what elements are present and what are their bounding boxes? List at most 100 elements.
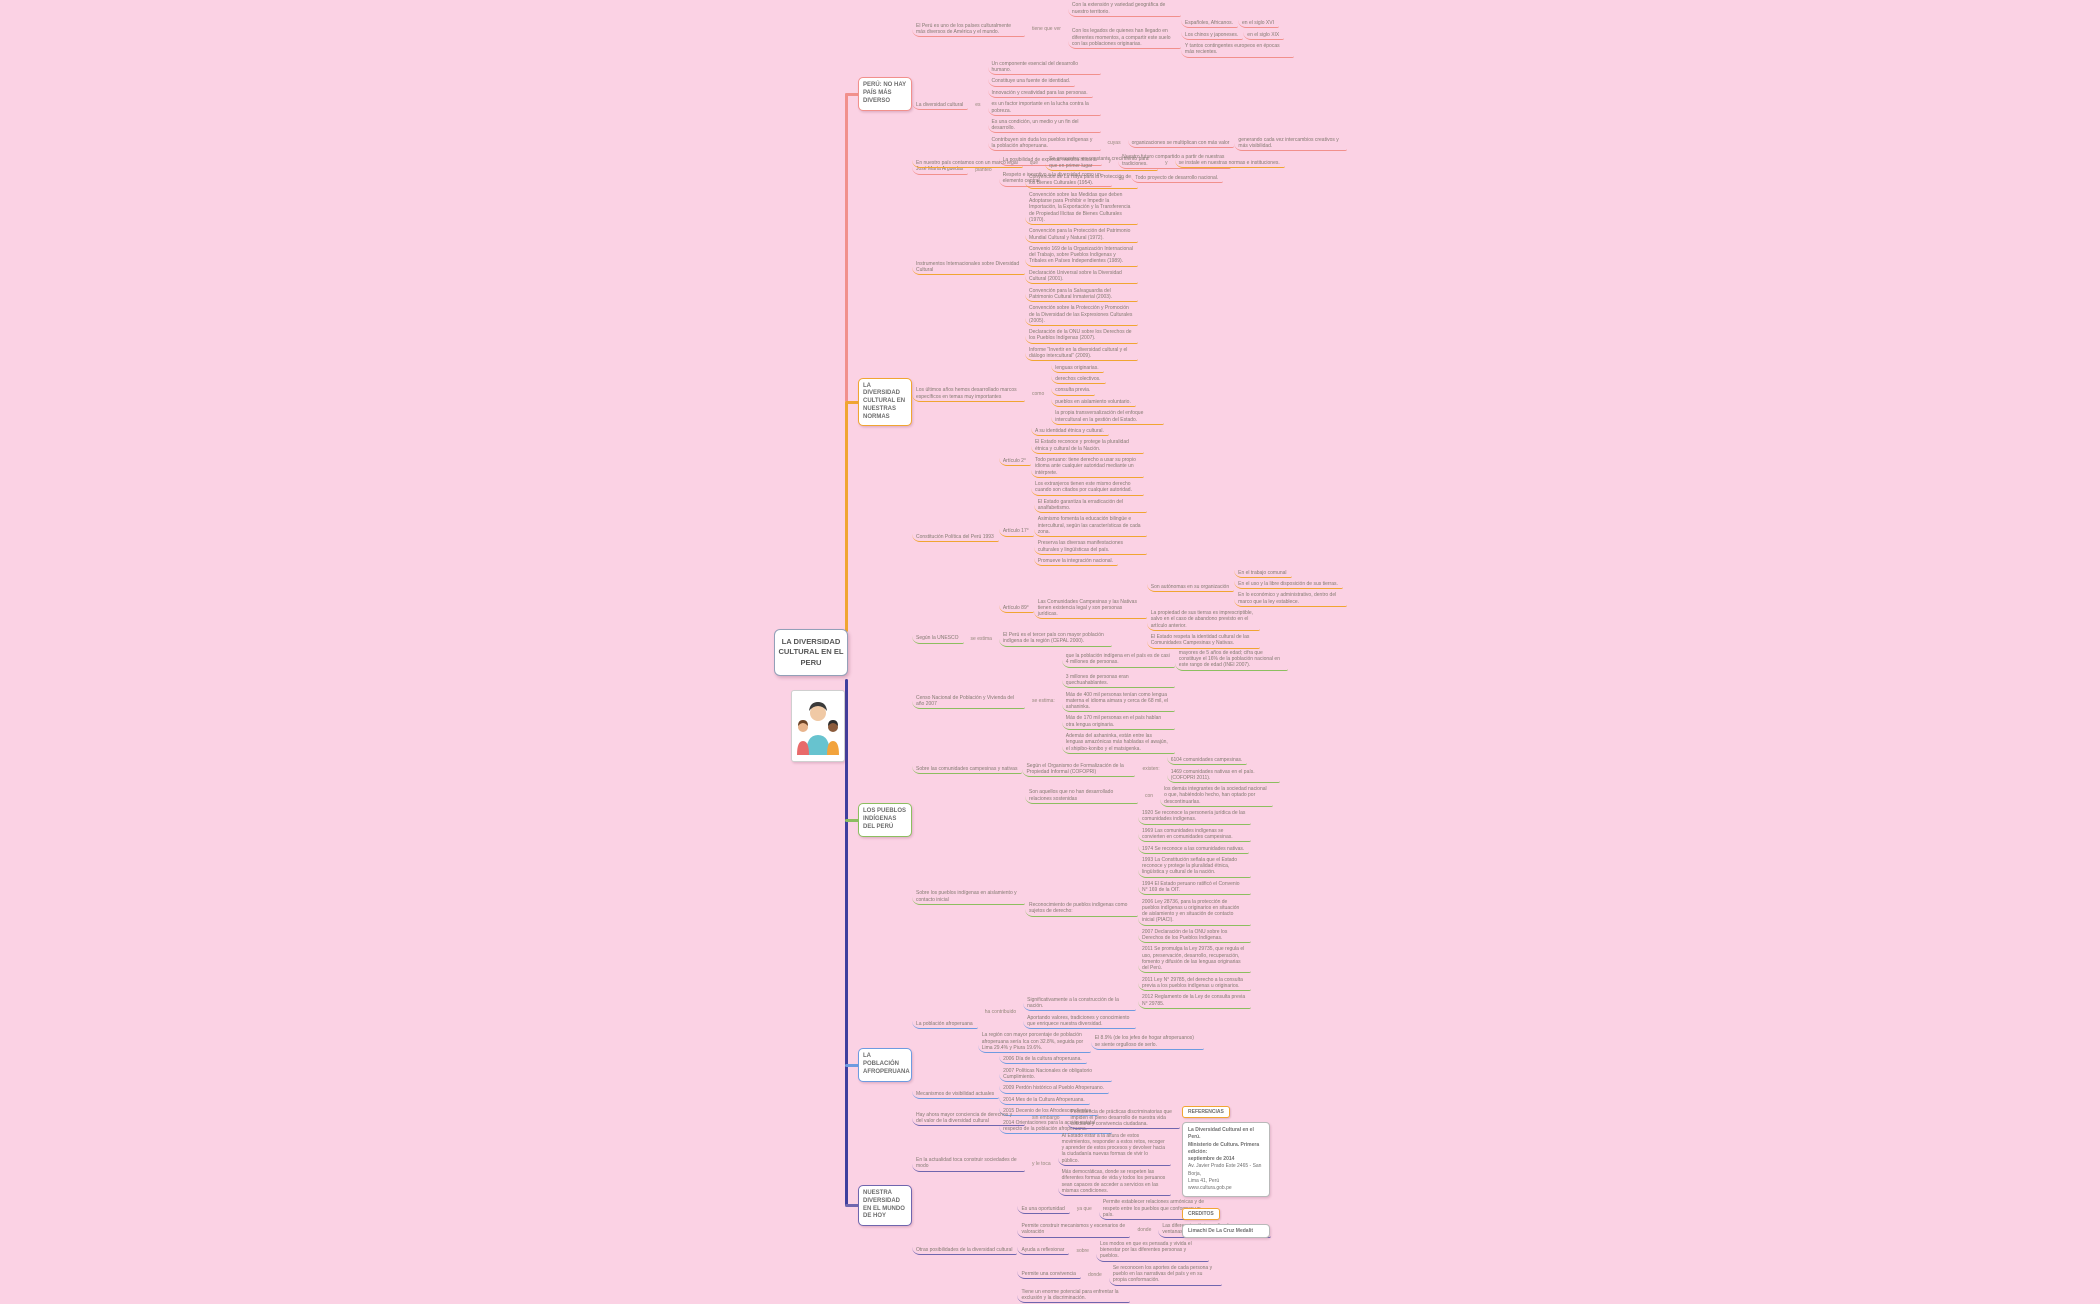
topic-label[interactable]: Más democráticas, donde se respeten las … [1057, 1168, 1171, 1197]
topic-label[interactable]: Censo Nacional de Población y Vivienda d… [912, 694, 1025, 710]
connector-label[interactable]: como [1032, 391, 1045, 398]
topic-label[interactable]: organizaciones se multiplican con más va… [1127, 139, 1235, 149]
topic-label[interactable]: La diversidad cultural [912, 101, 969, 111]
topic-label[interactable]: la propia transversalización del enfoque… [1051, 409, 1165, 425]
topic-label[interactable]: Se encuentra: en constante crecimiento p… [1045, 155, 1159, 171]
topic-label[interactable]: 3 millones de personas eran quechuahabla… [1061, 673, 1175, 689]
topic-label[interactable]: Se reconocen los aportes de cada persona… [1108, 1264, 1222, 1286]
topic-label[interactable]: 2014 Mes de la Cultura Afroperuana. [999, 1096, 1090, 1105]
topic-label[interactable]: Persistencia de prácticas discriminatori… [1066, 1108, 1180, 1130]
references-tag[interactable]: REFERENCIAS [1182, 1106, 1230, 1118]
topic-label[interactable]: Además del ashaninka, están entre las le… [1061, 732, 1175, 754]
connector-label[interactable]: donde [1087, 1271, 1102, 1278]
topic-label[interactable]: lenguas originarias. [1051, 364, 1104, 373]
topic-label[interactable]: El Estado garantiza la erradicación del … [1033, 498, 1147, 514]
topic-label[interactable]: Mecanismos de visibilidad actuales [912, 1090, 1000, 1100]
connector-label[interactable]: ha contribuido [984, 1009, 1017, 1016]
topic-label[interactable]: Preserva las diversas manifestaciones cu… [1033, 539, 1147, 555]
topic-label[interactable]: Aportando valores, tradiciones y conocim… [1023, 1014, 1137, 1030]
branch-node[interactable]: LOS PUEBLOS INDÍGENAS DEL PERÚ [858, 803, 912, 837]
topic-label[interactable]: Más de 170 mil personas en el país habla… [1061, 714, 1175, 730]
topic-label[interactable]: Convención para la Protección del Patrim… [1025, 227, 1138, 243]
topic-label[interactable]: 2009 Perdón histórico al Pueblo Afroperu… [999, 1084, 1109, 1094]
topic-label[interactable]: Tiene un enorme potencial para enfrentar… [1017, 1288, 1131, 1304]
topic-label[interactable]: La población afroperuana [912, 1020, 978, 1030]
topic-label[interactable]: En el uso y la libre disposición de sus … [1234, 580, 1343, 590]
credits-tag[interactable]: CREDITOS [1182, 1208, 1220, 1221]
topic-label[interactable]: Innovación y creatividad para las person… [987, 89, 1093, 99]
topic-label[interactable]: que la población indígena en el país es … [1061, 652, 1175, 668]
topic-label[interactable]: El Estado reconoce y protege la pluralid… [1030, 438, 1144, 454]
topic-label[interactable]: Constituye una fuente de identidad. [987, 77, 1076, 87]
branch-node[interactable]: LA DIVERSIDAD CULTURAL EN NUESTRAS NORMA… [858, 377, 912, 427]
topic-label[interactable]: generando cada vez intercambios creativo… [1234, 136, 1348, 152]
topic-label[interactable]: Todo proyecto de desarrollo nacional. [1131, 174, 1224, 184]
topic-label[interactable]: los demás integrantes de la sociedad nac… [1160, 785, 1274, 807]
topic-label[interactable]: 2007 Declaración de la ONU sobre los Der… [1138, 928, 1251, 944]
topic-label[interactable]: En la actualidad toca construir sociedad… [912, 1156, 1025, 1172]
topic-label[interactable]: 2007 Políticas Nacionales de obligatorio… [999, 1067, 1113, 1083]
topic-label[interactable]: 2011 Ley N° 29785, del derecho a la cons… [1138, 976, 1251, 992]
connector-label[interactable]: y le toca [1032, 1160, 1051, 1167]
topic-label[interactable]: Los modos en que es pensada y vivida el … [1095, 1240, 1209, 1262]
topic-label[interactable]: Permite construir mecanismos y escenario… [1017, 1222, 1131, 1238]
topic-label[interactable]: Ayuda a reflexionar [1017, 1246, 1070, 1256]
topic-label[interactable]: Según el Organismo de Formalización de l… [1022, 762, 1136, 778]
topic-label[interactable]: En nuestro país contamos con un marco le… [912, 159, 1023, 168]
connector-label[interactable]: donde [1137, 1226, 1152, 1233]
connector-label[interactable]: planteó [975, 166, 992, 173]
topic-label[interactable]: Artículo 2° [998, 457, 1031, 466]
topic-label[interactable]: Convención de La Haya para la Protección… [1025, 173, 1138, 189]
topic-label[interactable]: Es una oportunidad [1017, 1205, 1070, 1214]
topic-label[interactable]: Contribuyen sin duda los pueblos indígen… [987, 136, 1101, 152]
topic-label[interactable]: Nuestro futuro compartido a partir de nu… [1118, 153, 1232, 169]
topic-label[interactable]: José María Arguedas [912, 165, 969, 175]
connector-label[interactable]: y [1108, 157, 1112, 164]
branch-node[interactable]: PERÚ: NO HAY PAÍS MÁS DIVERSO [858, 77, 912, 111]
topic-label[interactable]: Son autónomas en su organización [1146, 583, 1235, 593]
connector-label[interactable]: ya que [1076, 1206, 1092, 1213]
topic-label[interactable]: Un componente esencial del desarrollo hu… [987, 60, 1101, 76]
topic-label[interactable]: Respeto e incentivo a la diversidad como… [998, 171, 1112, 187]
topic-label[interactable]: En el trabajo comunal [1234, 569, 1292, 578]
topic-label[interactable]: Es una condición, un medio y un fin del … [987, 118, 1101, 134]
topic-label[interactable]: Convención sobre las Medidas que deben A… [1025, 191, 1138, 226]
branch-node[interactable]: NUESTRA DIVERSIDAD EN EL MUNDO DE HOY [858, 1184, 912, 1227]
topic-label[interactable]: 2012 Reglamento de la Ley de consulta pr… [1138, 993, 1251, 1009]
topic-label[interactable]: Asimismo fomenta la educación bilingüe e… [1033, 515, 1147, 538]
topic-label[interactable]: Promueve la integración nacional. [1033, 557, 1119, 567]
topic-label[interactable]: Sobre los pueblos indígenas en aislamien… [912, 889, 1025, 905]
topic-label[interactable]: Artículo 17° [998, 527, 1034, 537]
topic-label[interactable]: Convenio 169 de la Organización Internac… [1025, 245, 1138, 267]
connector-label[interactable]: se estima: [1032, 698, 1055, 705]
connector-label[interactable]: y [1165, 160, 1168, 167]
topic-label[interactable]: Los chinos y japoneses. [1180, 31, 1244, 40]
topic-label[interactable]: Al Estado estar a la altura de estos mov… [1057, 1132, 1171, 1166]
connector-label[interactable]: sobre [1076, 1247, 1089, 1254]
topic-label[interactable]: Otras posibilidades de la diversidad cul… [912, 1246, 1018, 1256]
topic-label[interactable]: 1993 La Constitución señala que el Estad… [1138, 856, 1251, 878]
topic-label[interactable]: Son aquellos que no han desarrollado rel… [1025, 788, 1138, 804]
reference-link[interactable]: www.cultura.gob.pe [1188, 1185, 1232, 1191]
connector-label[interactable]: es [975, 102, 981, 109]
topic-label[interactable]: Sobre las comunidades campesinas y nativ… [912, 765, 1023, 775]
topic-label[interactable]: Las Comunidades Campesinas y las Nativas… [1033, 598, 1147, 620]
topic-label[interactable]: Convención sobre la Protección y Promoci… [1025, 304, 1138, 327]
topic-label[interactable]: Y tantos contingentes europeos en épocas… [1180, 42, 1294, 58]
topic-label[interactable]: 2006 Ley 28736, para la protección de pu… [1138, 898, 1251, 926]
topic-label[interactable]: en el siglo XVI [1238, 19, 1279, 29]
connector-label[interactable]: tiene que ver [1032, 26, 1061, 33]
topic-label[interactable]: 1469 comunidades nativas en el país. (CO… [1166, 768, 1280, 783]
topic-label[interactable]: Instrumentos Internacionales sobre Diver… [912, 260, 1025, 276]
topic-label[interactable]: 2011 Se promulga la Ley 29735, que regul… [1138, 945, 1251, 974]
connector-label[interactable]: con [1145, 792, 1154, 799]
connector-label[interactable]: cuyas [1107, 140, 1121, 147]
branch-node[interactable]: LA POBLACIÓN AFROPERUANA [858, 1048, 912, 1082]
topic-label[interactable]: Significativamente a la construcción de … [1023, 996, 1137, 1012]
topic-label[interactable]: Constitución Política del Perú 1993 [912, 533, 999, 543]
topic-label[interactable]: en el siglo XIX [1243, 31, 1285, 40]
topic-label[interactable]: 2006 Día de la cultura afroperuana. [999, 1055, 1087, 1065]
topic-label[interactable]: Reconocimiento de pueblos indígenas como… [1025, 901, 1138, 917]
root-topic[interactable]: LA DIVERSIDAD CULTURAL EN EL PERU [774, 629, 848, 676]
topic-label[interactable]: pueblos en aislamiento voluntario. [1051, 398, 1136, 408]
